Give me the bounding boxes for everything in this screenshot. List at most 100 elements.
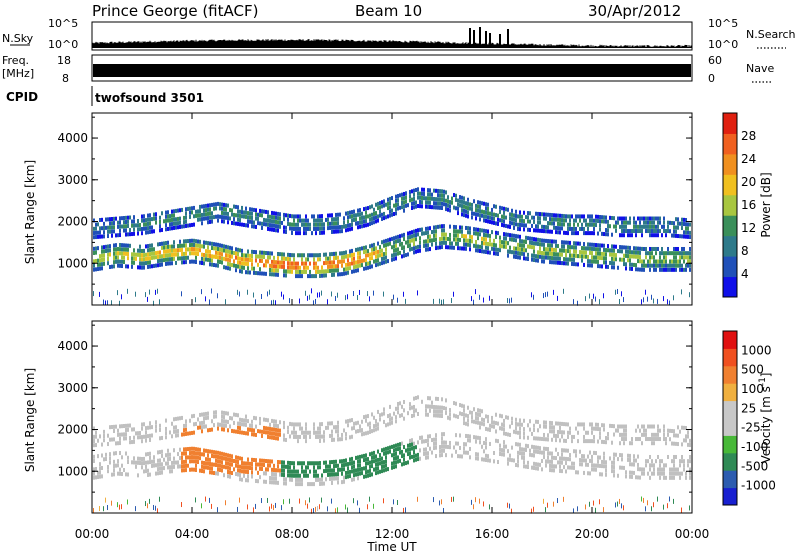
power-cell	[335, 229, 337, 234]
velocity-cell	[325, 464, 327, 469]
power-cell	[683, 246, 685, 251]
velocity-cell	[99, 434, 101, 439]
velocity-cell	[271, 467, 273, 472]
velocity-cell	[495, 429, 497, 434]
power-cell	[359, 208, 361, 213]
velocity-cell	[201, 425, 203, 430]
power-cell	[127, 247, 129, 252]
velocity-cell	[459, 445, 461, 450]
velocity-cell	[457, 454, 459, 459]
velocity-cell	[209, 470, 211, 475]
power-cell	[227, 245, 229, 250]
power-cell	[587, 263, 589, 268]
velocity-cell	[297, 434, 299, 439]
power-noise-cell	[315, 298, 316, 304]
power-cell	[315, 226, 317, 231]
velocity-cell	[235, 455, 237, 460]
velocity-cell	[461, 454, 463, 459]
velocity-cell	[275, 476, 277, 481]
power-noise-cell	[623, 297, 624, 303]
velocity-cell	[323, 481, 325, 486]
power-cell	[295, 214, 297, 219]
velocity-cell	[355, 421, 357, 426]
velocity-cell	[115, 441, 117, 446]
velocity-cell	[145, 426, 147, 431]
power-cell	[317, 253, 319, 258]
velocity-cell	[621, 424, 623, 429]
power-cell	[321, 218, 323, 223]
velocity-cell	[609, 423, 611, 428]
velocity-cell	[399, 450, 401, 455]
power-cell	[293, 214, 295, 219]
velocity-cell	[503, 423, 505, 428]
power-cell	[347, 270, 349, 275]
power-cell	[647, 259, 649, 264]
power-cell	[331, 229, 333, 234]
velocity-noise-cell	[593, 500, 594, 506]
power-cell	[305, 226, 307, 231]
power-cell	[639, 255, 641, 260]
velocity-cell	[157, 458, 159, 463]
power-cell	[413, 246, 415, 251]
power-cell	[193, 238, 195, 243]
power-cell	[131, 260, 133, 265]
power-cell	[297, 265, 299, 270]
power-cell	[283, 256, 285, 261]
power-cell	[157, 254, 159, 259]
power-cell	[343, 250, 345, 255]
velocity-cell	[329, 468, 331, 473]
power-cell	[439, 201, 441, 206]
velocity-cell	[321, 422, 323, 427]
power-cell	[553, 247, 555, 252]
velocity-cell	[431, 438, 433, 443]
power-cell	[683, 222, 685, 227]
power-cell	[681, 251, 683, 256]
velocity-cell	[191, 430, 193, 435]
velocity-cell	[195, 421, 197, 426]
power-cell	[447, 195, 449, 200]
velocity-cell	[623, 424, 625, 429]
velocity-cell	[99, 466, 101, 471]
y-tick-label: 1000	[57, 464, 88, 478]
power-cell	[389, 241, 391, 246]
velocity-cell	[245, 418, 247, 423]
power-cell	[183, 224, 185, 229]
power-cell	[519, 210, 521, 215]
power-cell	[113, 260, 115, 265]
power-noise-cell	[225, 299, 226, 305]
velocity-cell	[357, 472, 359, 477]
velocity-cell	[311, 461, 313, 466]
velocity-cell	[547, 451, 549, 456]
velocity-cell	[597, 455, 599, 460]
velocity-cell	[503, 448, 505, 453]
velocity-cell	[353, 464, 355, 469]
power-cell	[463, 200, 465, 205]
power-cell	[185, 219, 187, 224]
velocity-cell	[383, 411, 385, 416]
power-cell	[339, 212, 341, 217]
velocity-noise-cell	[441, 499, 442, 505]
power-cell	[315, 269, 317, 274]
velocity-cell	[103, 429, 105, 434]
power-cell	[443, 240, 445, 245]
power-cell	[121, 251, 123, 256]
power-cell	[589, 263, 591, 268]
velocity-cell	[621, 453, 623, 458]
power-cell	[439, 241, 441, 246]
velocity-cell	[685, 471, 687, 476]
velocity-cell	[463, 421, 465, 426]
velocity-noise-cell	[149, 498, 150, 504]
velocity-cell	[105, 456, 107, 461]
power-cell	[373, 251, 375, 256]
power-cell	[219, 255, 221, 260]
velocity-cell	[559, 456, 561, 461]
velocity-cell	[439, 445, 441, 450]
velocity-cell	[161, 449, 163, 454]
velocity-noise-cell	[647, 500, 648, 506]
velocity-cell	[597, 427, 599, 432]
nave-label: Nave	[746, 62, 774, 75]
power-cell	[513, 221, 515, 226]
velocity-cell	[253, 432, 255, 437]
velocity-cell	[545, 420, 547, 425]
